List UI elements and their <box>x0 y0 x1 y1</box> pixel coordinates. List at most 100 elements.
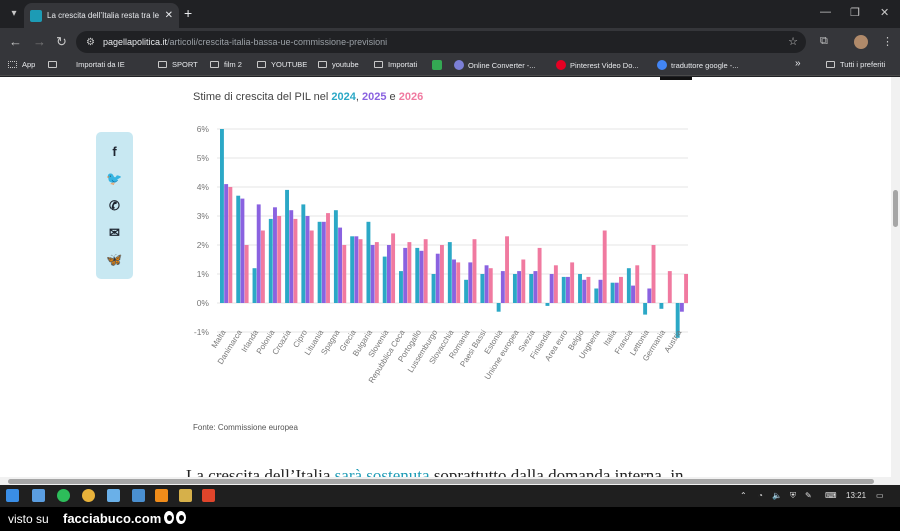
new-tab-button[interactable]: + <box>184 5 193 21</box>
bar-2024 <box>496 303 501 312</box>
bookmark-importati-ie[interactable]: Importati da IE <box>48 60 125 69</box>
twitter-icon[interactable]: 🐦 <box>106 171 123 186</box>
bookmark-apps[interactable]: App <box>8 60 35 69</box>
hscroll-thumb[interactable] <box>8 479 874 484</box>
pinterest-icon <box>556 60 566 70</box>
google-g-icon <box>657 60 667 70</box>
vlc-icon[interactable] <box>155 489 168 502</box>
title-image-fragment <box>660 77 692 80</box>
bar-2024 <box>578 274 582 303</box>
close-window-icon[interactable]: ✕ <box>880 7 890 19</box>
bar-2026 <box>570 262 575 303</box>
y-tick-label: 0% <box>197 298 210 308</box>
bookmark-pinterest[interactable]: Pinterest Video Do... <box>556 60 639 70</box>
bar-2026 <box>651 245 656 303</box>
bar-2024 <box>431 274 436 303</box>
scroll-thumb[interactable] <box>893 190 898 227</box>
bookmark-film2[interactable]: film 2 <box>210 60 242 69</box>
bar-2026 <box>521 259 526 303</box>
bar-2026 <box>423 239 428 303</box>
notifications-icon[interactable]: ▭ <box>876 491 884 500</box>
pen-icon[interactable]: ✎ <box>805 491 812 500</box>
volume-icon[interactable]: 🔈 <box>772 491 782 500</box>
bar-2024 <box>594 288 599 303</box>
vertical-scrollbar[interactable] <box>891 77 900 477</box>
watermark-bar: visto su facciabuco.com <box>0 507 900 531</box>
bookmarks-overflow-icon[interactable]: » <box>795 58 801 69</box>
keyboard-icon[interactable]: ⌨ <box>825 491 837 500</box>
bar-2025 <box>240 198 245 303</box>
taskview-icon[interactable] <box>32 489 45 502</box>
site-info-icon[interactable]: ⚙ <box>86 36 95 48</box>
tab-close-icon[interactable]: ✕ <box>164 10 173 21</box>
reload-icon[interactable]: ↻ <box>56 34 67 49</box>
bar-2024 <box>333 210 338 303</box>
bar-2024 <box>561 276 566 303</box>
security-icon[interactable]: ⛨ <box>790 491 796 500</box>
email-icon[interactable]: ✉ <box>109 225 120 240</box>
site-favicon-icon <box>30 9 42 22</box>
app-icon-1[interactable] <box>107 489 120 502</box>
back-icon[interactable]: ← <box>9 34 22 49</box>
url-path: /articoli/crescita-italia-bassa-ue-commi… <box>167 37 388 47</box>
explorer-icon[interactable] <box>179 489 192 502</box>
chrome-app-icon[interactable] <box>82 489 95 502</box>
whatsapp-app-icon[interactable] <box>57 489 70 502</box>
clock[interactable]: 13:21 <box>846 491 867 500</box>
start-icon[interactable] <box>6 489 19 502</box>
bar-2024 <box>545 303 550 306</box>
bar-2025 <box>403 247 408 303</box>
avatar[interactable] <box>854 35 868 49</box>
bar-2024 <box>285 189 290 303</box>
brave-icon[interactable] <box>202 489 215 502</box>
bookmarks-bar: App Importati da IE SPORT film 2 YOUTUBE… <box>0 56 900 76</box>
whatsapp-icon[interactable]: ✆ <box>109 198 120 213</box>
bluesky-icon[interactable]: 🦋 <box>106 252 123 267</box>
address-bar[interactable]: ⚙ pagellapolitica.it/articoli/crescita-i… <box>76 31 806 53</box>
bookmark-star-icon[interactable]: ☆ <box>788 36 798 48</box>
folder-icon <box>210 61 219 68</box>
bookmark-youtube-lower[interactable]: youtube <box>318 60 359 69</box>
bar-2025 <box>614 282 619 303</box>
year-2025-label: 2025 <box>362 91 387 103</box>
watermark-prefix: visto su <box>8 512 49 526</box>
page-content: Stime di crescita del PIL nel 2024, 2025… <box>0 77 891 477</box>
forward-icon[interactable]: → <box>33 34 46 49</box>
app-icon-2[interactable] <box>132 489 145 502</box>
bookmark-google-extra[interactable] <box>432 60 446 70</box>
bookmark-youtube-upper[interactable]: YOUTUBE <box>257 60 307 69</box>
minimize-icon[interactable]: — <box>820 6 831 18</box>
bookmark-all[interactable]: Tutti i preferiti <box>826 60 885 69</box>
bar-2025 <box>224 184 229 303</box>
bar-2026 <box>472 239 477 303</box>
restore-icon[interactable]: ❐ <box>850 7 860 19</box>
tab-search-icon[interactable]: ▾ <box>11 8 17 19</box>
converter-icon <box>454 60 464 70</box>
network-icon[interactable]: ◔ <box>758 491 763 500</box>
bookmark-importati[interactable]: Importati <box>374 60 417 69</box>
menu-icon[interactable]: ⋮ <box>882 36 893 48</box>
bar-2026 <box>293 218 298 303</box>
bar-2026 <box>586 276 591 303</box>
extensions-icon[interactable]: ⧉ <box>820 35 828 47</box>
bar-2026 <box>358 239 363 303</box>
facebook-icon[interactable]: f <box>112 144 117 159</box>
bar-2026 <box>488 268 493 303</box>
bar-2024 <box>675 303 680 338</box>
tray-chevron-icon[interactable]: ⌃ <box>740 491 747 500</box>
bar-2025 <box>582 279 587 303</box>
apps-grid-icon <box>8 61 17 68</box>
bar-2025 <box>354 236 359 303</box>
bar-2024 <box>464 279 469 303</box>
article-link[interactable]: sarà sostenuta <box>334 466 430 477</box>
bar-2025 <box>386 245 391 303</box>
bar-2024 <box>610 282 615 303</box>
bar-2026 <box>684 274 689 303</box>
y-tick-label: 6% <box>197 124 210 134</box>
horizontal-scrollbar[interactable] <box>0 477 900 485</box>
bar-2026 <box>407 242 412 303</box>
bookmark-translate[interactable]: traduttore google -... <box>657 60 739 70</box>
bookmark-sport[interactable]: SPORT <box>158 60 198 69</box>
bookmark-online-converter[interactable]: Online Converter -... <box>454 60 536 70</box>
tab-active[interactable]: La crescita dell’Italia resta tra le ✕ <box>24 3 179 28</box>
